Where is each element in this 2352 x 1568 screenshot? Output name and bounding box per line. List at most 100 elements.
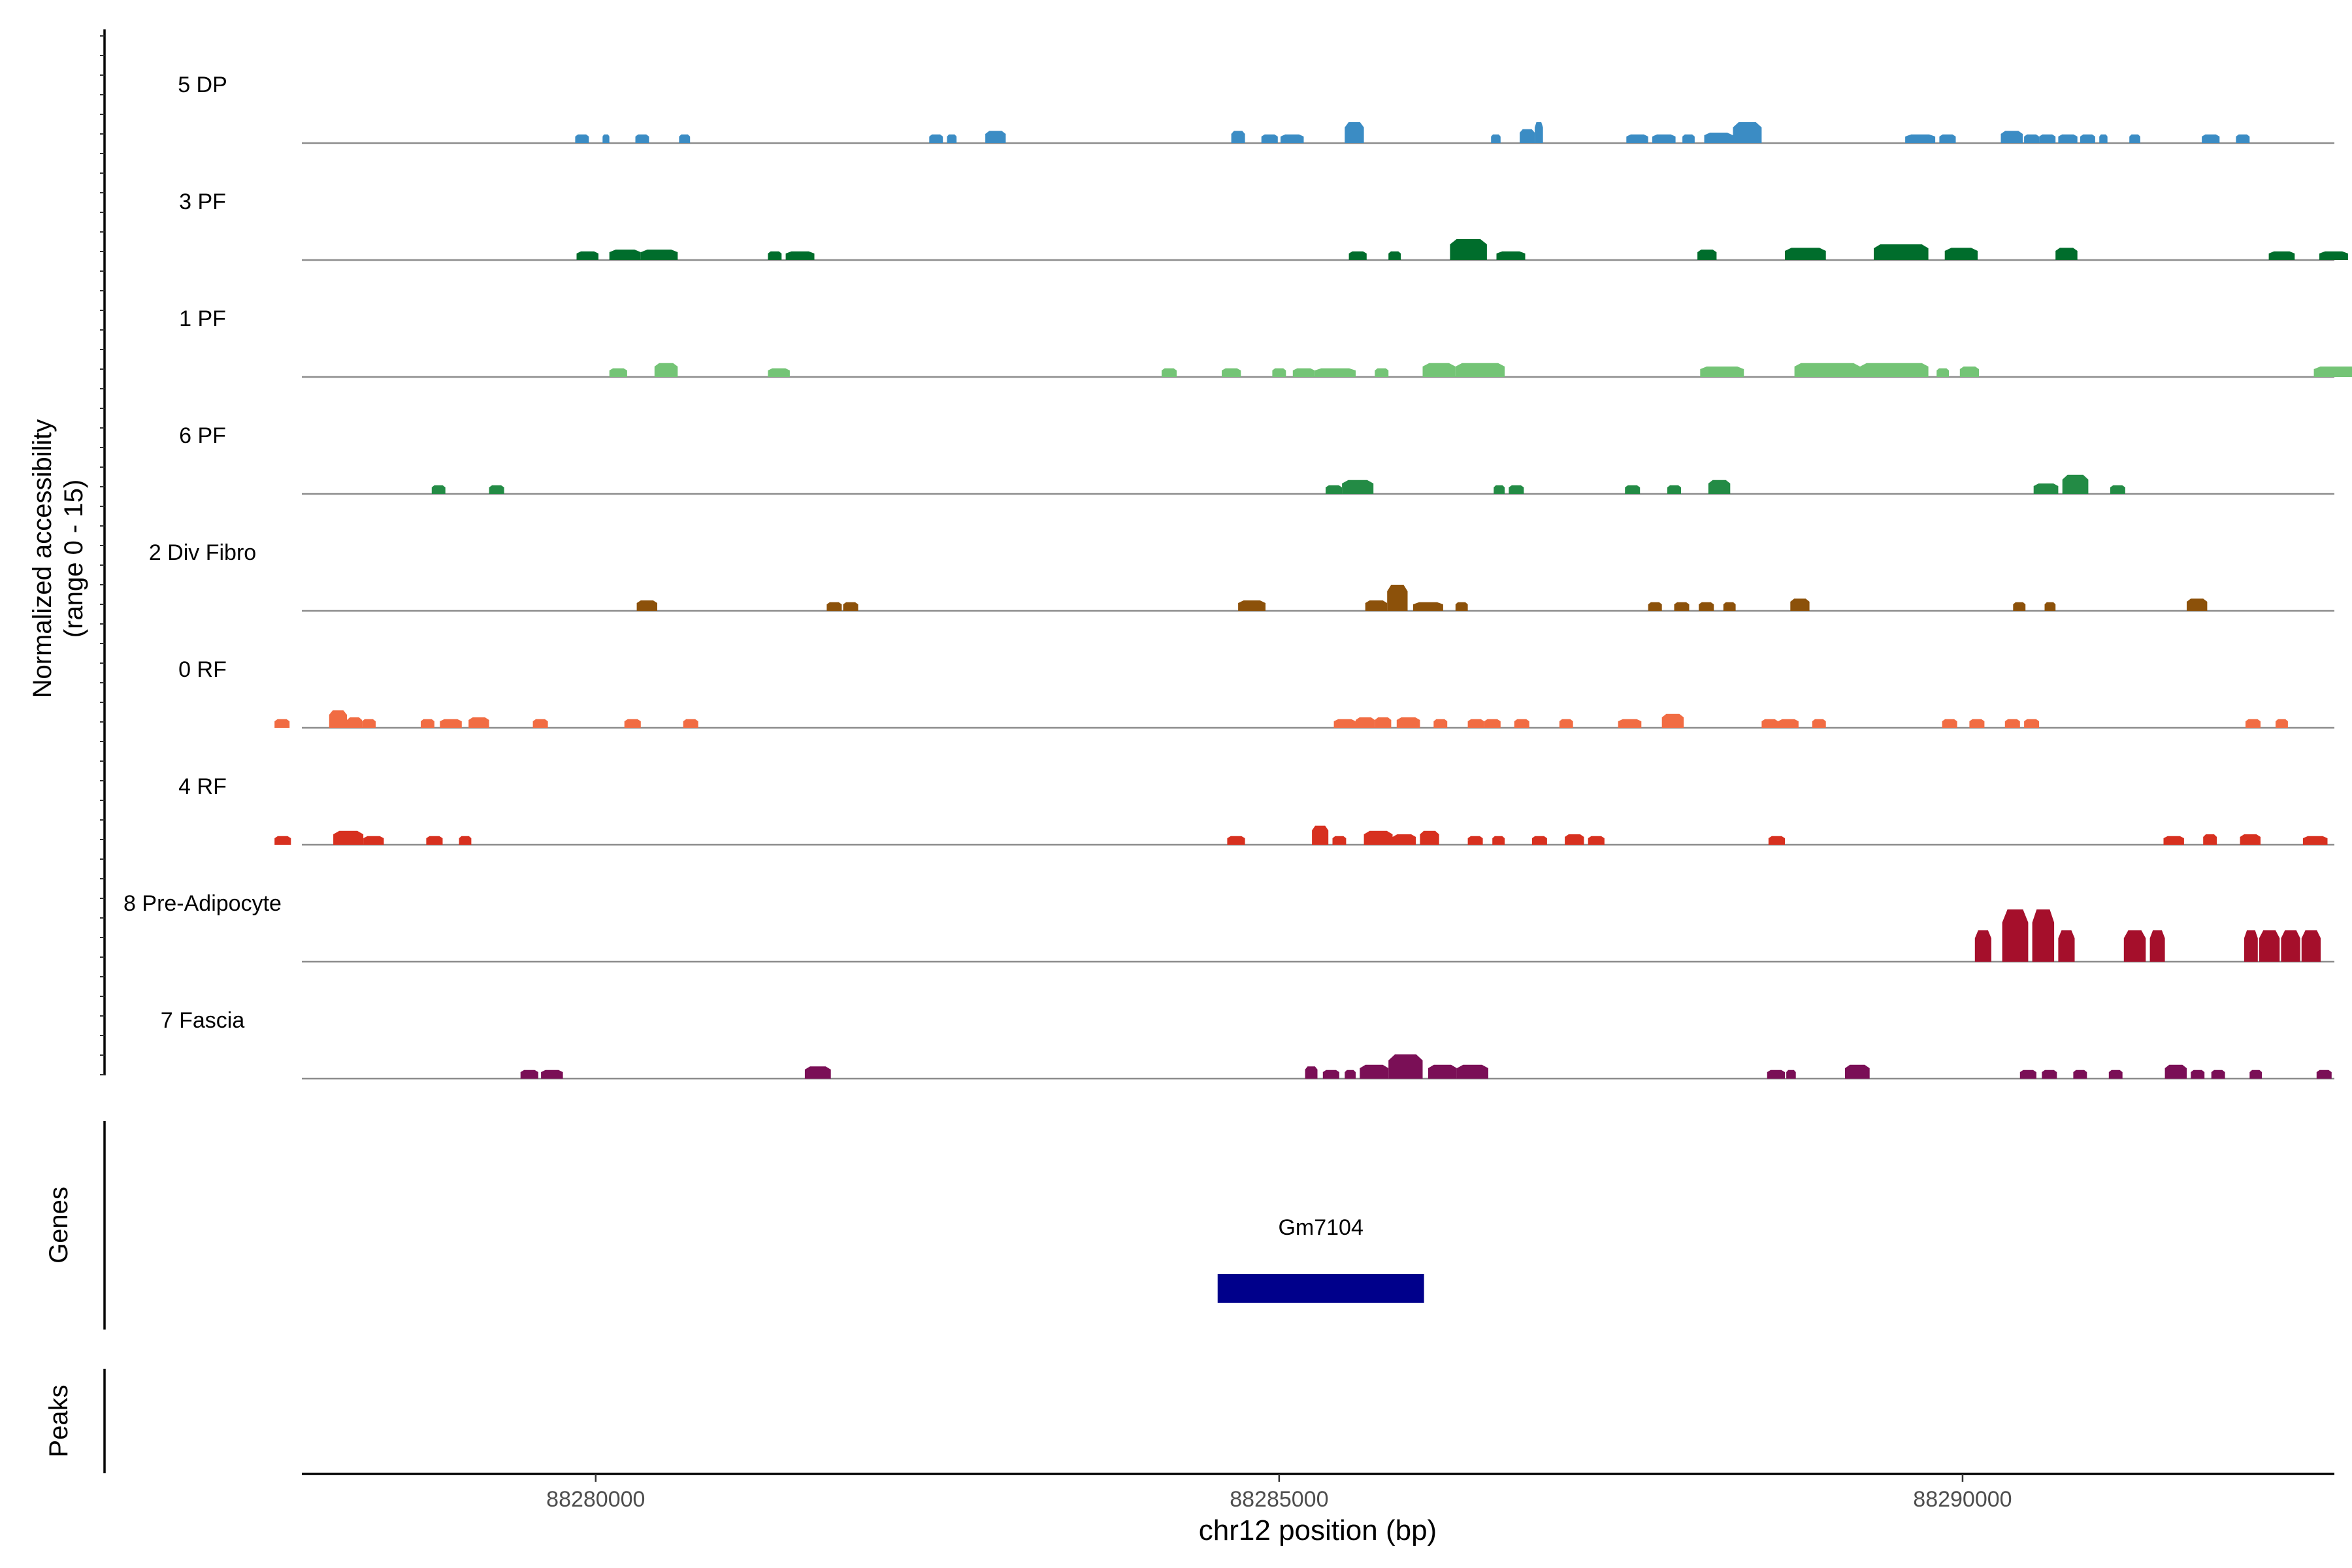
track-label: 3 PF — [179, 189, 226, 214]
coverage-peak — [1315, 368, 1356, 377]
coverage-peak — [1648, 602, 1662, 611]
coverage-peak — [362, 719, 376, 728]
coverage-peak — [2240, 834, 2261, 845]
coverage-peak — [2236, 134, 2250, 143]
coverage-peak — [1768, 836, 1785, 845]
coverage-peak — [1456, 1064, 1488, 1079]
coverage-peak — [1514, 719, 1529, 728]
track-4-rf: 4 RF — [178, 774, 2334, 846]
coverage-peak — [520, 1070, 538, 1079]
coverage-peak — [1491, 134, 1501, 143]
coverage-peak — [1531, 836, 1547, 845]
coverage-peak — [2123, 930, 2146, 962]
coverage-peak — [1535, 122, 1543, 143]
coverage-peak — [826, 602, 842, 611]
coverage-peak — [1348, 251, 1367, 260]
coverage-peak — [426, 836, 443, 845]
coverage-peak — [2080, 134, 2095, 143]
coverage-peak — [575, 134, 589, 143]
coverage-peak — [1969, 719, 1985, 728]
coverage-peak — [2033, 483, 2059, 494]
coverage-peak — [1704, 133, 1733, 143]
coverage-peak — [1356, 717, 1375, 728]
track-7-fascia: 7 Fascia — [161, 1008, 2334, 1080]
coverage-peak — [1697, 250, 1717, 260]
coverage-peak — [1467, 719, 1484, 728]
coverage-peak — [1261, 134, 1278, 143]
coverage-peak — [929, 134, 943, 143]
coverage-peak — [1625, 485, 1641, 494]
coverage-peak — [1238, 600, 1266, 611]
coverage-peak — [1974, 930, 1991, 962]
coverage-peak — [1305, 1066, 1318, 1079]
coverage-peak — [1342, 480, 1374, 494]
coverage-peak — [1222, 368, 1241, 377]
coverage-peak — [2203, 834, 2217, 845]
coverage-peak — [1413, 602, 1443, 611]
coverage-peak — [1959, 367, 1979, 377]
coverage-peak — [602, 134, 610, 143]
track-label: 1 PF — [179, 306, 226, 331]
coverage-peak — [785, 251, 815, 260]
coverage-peak — [532, 719, 548, 728]
coverage-peak — [1618, 719, 1642, 728]
coverage-peak — [1450, 239, 1487, 260]
x-tick-label: 88285000 — [1230, 1487, 1328, 1512]
coverage-peak — [1422, 363, 1456, 377]
coverage-peak — [2032, 909, 2055, 962]
coverage-peak — [804, 1066, 831, 1079]
coverage-peak — [679, 134, 691, 143]
y-axis-title-line2: (range 0 - 15) — [59, 480, 88, 638]
track-1-pf: 1 PF — [179, 306, 2352, 378]
coverage-peak — [2319, 251, 2348, 260]
gene-label: Gm7104 — [1278, 1215, 1363, 1240]
coverage-peak — [347, 717, 363, 728]
coverage-peak — [468, 717, 489, 728]
coverage-peak — [1559, 719, 1573, 728]
coverage-peak — [1794, 363, 1860, 377]
x-tick-label: 88280000 — [546, 1487, 645, 1512]
coverage-peak — [363, 836, 384, 845]
coverage-tracks: 5 DP 3 PF 1 PF 6 PF 2 Div Fibro 0 RF 4 RF 8 Pre… — [123, 73, 2352, 1080]
coverage-peak — [274, 719, 290, 728]
coverage-peak — [1944, 248, 1978, 260]
coverage-peak — [2110, 485, 2125, 494]
track-label: 8 Pre-Adipocyte — [123, 891, 282, 916]
coverage-peak — [1388, 1054, 1423, 1079]
coverage-peak — [1626, 134, 1648, 143]
coverage-peak — [1767, 1070, 1785, 1079]
coverage-peak — [1433, 719, 1448, 728]
coverage-peak — [421, 719, 434, 728]
coverage-peak — [2108, 1070, 2123, 1079]
coverage-peak — [2024, 719, 2040, 728]
coverage-peak — [2039, 134, 2056, 143]
coverage-peak — [609, 368, 627, 377]
coverage-peak — [440, 719, 462, 728]
coverage-peak — [1785, 248, 1826, 260]
coverage-peak — [2058, 134, 2078, 143]
coverage-peak — [1292, 368, 1315, 377]
coverage-peak — [2001, 131, 2023, 143]
coverage-peak — [1333, 719, 1356, 728]
coverage-peak — [333, 830, 364, 845]
coverage-peak — [1467, 836, 1483, 845]
coverage-peak — [1845, 1064, 1870, 1079]
x-axis-ticks: 88280000 88285000 88290000 — [546, 1474, 2012, 1512]
track-label: 6 PF — [179, 423, 226, 448]
track-label: 7 Fascia — [161, 1008, 245, 1033]
coverage-peak — [640, 250, 678, 260]
track-label: 4 RF — [178, 774, 227, 799]
gene-body — [1217, 1274, 1424, 1303]
coverage-peak — [1345, 1070, 1356, 1079]
coverage-peak — [2249, 1070, 2262, 1079]
coverage-peak — [768, 368, 790, 377]
coverage-peak — [2004, 719, 2020, 728]
track-label: 2 Div Fibro — [149, 540, 256, 565]
coverage-peak — [2259, 930, 2280, 962]
coverage-peak — [1496, 251, 1526, 260]
coverage-peak — [1420, 830, 1439, 845]
track-2-div-fibro: 2 Div Fibro — [149, 540, 2334, 612]
coverage-peak — [1312, 825, 1329, 845]
coverage-peak — [636, 600, 657, 611]
